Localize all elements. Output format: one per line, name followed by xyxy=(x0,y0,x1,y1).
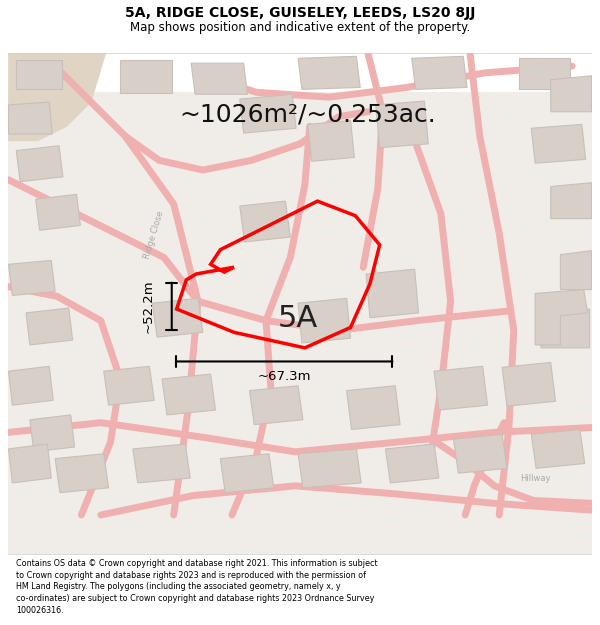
Text: ~52.2m: ~52.2m xyxy=(142,279,155,333)
Polygon shape xyxy=(8,554,592,608)
Polygon shape xyxy=(535,289,587,345)
Polygon shape xyxy=(298,56,360,89)
Polygon shape xyxy=(434,366,488,410)
Polygon shape xyxy=(120,60,172,93)
Polygon shape xyxy=(220,454,274,493)
Polygon shape xyxy=(104,366,154,405)
Polygon shape xyxy=(8,54,106,141)
Polygon shape xyxy=(308,121,355,161)
Polygon shape xyxy=(133,444,190,483)
Polygon shape xyxy=(55,454,109,493)
Polygon shape xyxy=(8,261,55,296)
Polygon shape xyxy=(531,124,586,163)
Polygon shape xyxy=(240,201,290,242)
Polygon shape xyxy=(376,101,428,148)
Text: ~1026m²/~0.253ac.: ~1026m²/~0.253ac. xyxy=(179,102,436,127)
Text: 5A, RIDGE CLOSE, GUISELEY, LEEDS, LS20 8JJ: 5A, RIDGE CLOSE, GUISELEY, LEEDS, LS20 8… xyxy=(125,6,475,19)
Polygon shape xyxy=(8,366,53,405)
Text: 5A: 5A xyxy=(278,304,318,333)
Polygon shape xyxy=(36,194,80,230)
Polygon shape xyxy=(298,449,361,488)
Polygon shape xyxy=(30,415,74,452)
Polygon shape xyxy=(298,298,350,343)
Polygon shape xyxy=(250,386,303,424)
Polygon shape xyxy=(518,58,570,89)
Polygon shape xyxy=(162,374,215,415)
Text: Ridge Close: Ridge Close xyxy=(143,210,166,260)
Polygon shape xyxy=(347,386,400,429)
Text: Hillway: Hillway xyxy=(520,474,550,482)
Polygon shape xyxy=(26,308,73,345)
Polygon shape xyxy=(191,63,248,94)
Polygon shape xyxy=(16,60,62,89)
Polygon shape xyxy=(240,94,296,133)
Polygon shape xyxy=(386,444,439,483)
Polygon shape xyxy=(8,92,592,554)
Polygon shape xyxy=(8,102,52,134)
Text: ~67.3m: ~67.3m xyxy=(258,369,311,382)
Polygon shape xyxy=(551,76,592,112)
Polygon shape xyxy=(8,444,51,483)
Polygon shape xyxy=(152,298,203,337)
Polygon shape xyxy=(454,434,507,473)
Polygon shape xyxy=(551,182,592,219)
Polygon shape xyxy=(16,146,63,182)
Text: Map shows position and indicative extent of the property.: Map shows position and indicative extent… xyxy=(130,21,470,34)
Text: Contains OS data © Crown copyright and database right 2021. This information is : Contains OS data © Crown copyright and d… xyxy=(16,559,378,615)
Polygon shape xyxy=(560,251,592,289)
Polygon shape xyxy=(8,0,592,54)
Polygon shape xyxy=(502,362,556,406)
Polygon shape xyxy=(412,56,467,89)
Polygon shape xyxy=(366,269,419,318)
Polygon shape xyxy=(531,429,585,468)
Polygon shape xyxy=(541,309,590,348)
